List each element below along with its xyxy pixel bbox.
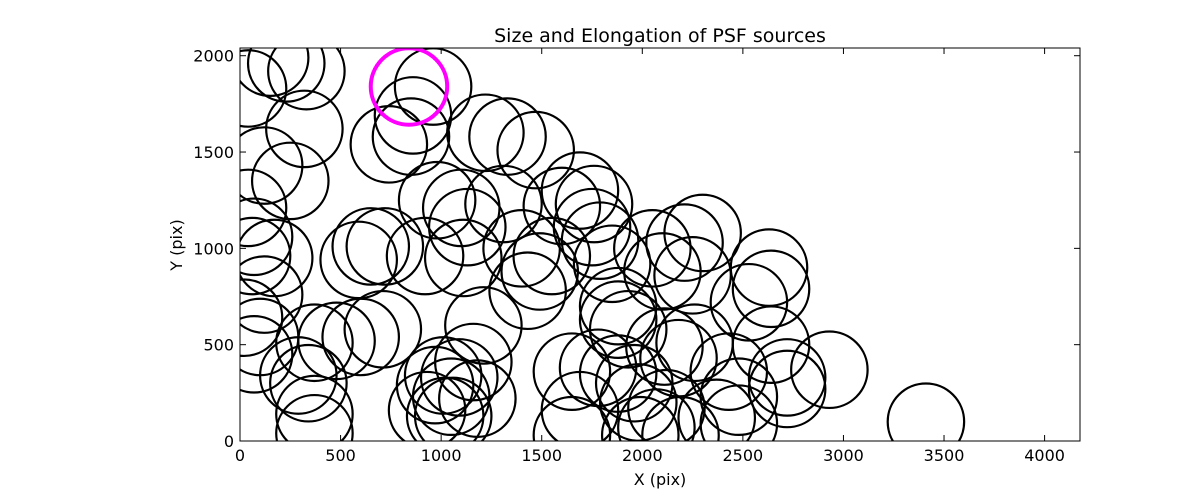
psf-circle xyxy=(572,224,652,304)
x-tick-label: 4000 xyxy=(1024,446,1065,465)
psf-circle xyxy=(482,209,561,288)
y-tick-label: 500 xyxy=(203,336,234,355)
psf-circle xyxy=(645,203,724,282)
y-tick-label: 0 xyxy=(224,432,234,451)
x-tick-label: 3000 xyxy=(823,446,864,465)
psf-circle xyxy=(275,393,354,441)
psf-circle xyxy=(240,218,314,298)
psf-circle xyxy=(240,315,294,394)
y-tick-label: 2000 xyxy=(193,47,234,66)
psf-circle xyxy=(747,349,827,429)
psf-circle xyxy=(709,262,789,342)
psf-circle xyxy=(240,168,288,248)
psf-circle xyxy=(240,197,294,277)
psf-circle xyxy=(747,338,827,417)
y-axis-label: Y (pix) xyxy=(167,219,186,271)
x-tick-label: 1000 xyxy=(421,446,462,465)
x-tick-label: 1500 xyxy=(521,446,562,465)
psf-circle xyxy=(345,207,425,286)
psf-circle xyxy=(790,330,869,410)
x-axis-label: X (pix) xyxy=(634,470,687,489)
psf-circle xyxy=(371,97,451,176)
psf-circle xyxy=(600,395,680,441)
psf-circle xyxy=(552,187,632,267)
psf-circle xyxy=(413,376,493,441)
psf-circle xyxy=(540,151,620,230)
psf-circle xyxy=(729,228,809,307)
psf-circle xyxy=(677,378,757,441)
psf-circle xyxy=(240,49,288,128)
psf-circle xyxy=(246,48,326,103)
psf-circle xyxy=(265,89,344,169)
x-tick-label: 500 xyxy=(325,446,356,465)
psf-circle xyxy=(496,110,576,190)
y-tick-label: 1000 xyxy=(193,239,234,258)
y-axis: 0 500 1000 1500 2000 xyxy=(193,47,1080,451)
psf-circle xyxy=(397,160,477,240)
psf-circle xyxy=(240,278,284,358)
x-tick-label: 2000 xyxy=(622,446,663,465)
psf-circle xyxy=(663,193,742,273)
psf-circle xyxy=(240,48,310,97)
x-tick-label: 0 xyxy=(235,446,245,465)
x-tick-label: 3500 xyxy=(924,446,965,465)
x-axis: 0 500 1000 1500 2000 2500 3000 3500 4000 xyxy=(235,48,1065,465)
psf-circle xyxy=(444,286,523,365)
psf-circle xyxy=(267,48,346,111)
psf-circle xyxy=(699,357,779,437)
psf-circle xyxy=(731,249,811,329)
psf-circle xyxy=(297,301,376,381)
psf-circle xyxy=(240,255,304,334)
psf-circle xyxy=(623,232,702,311)
psf-circle xyxy=(275,374,354,441)
highlighted-psf-circle xyxy=(368,48,450,127)
psf-circle xyxy=(403,336,483,415)
psf-circle xyxy=(464,164,543,244)
psf-circle xyxy=(343,289,423,369)
psf-circle xyxy=(578,280,658,359)
psf-circle xyxy=(269,343,348,423)
psf-circle xyxy=(240,216,292,296)
psf-circle xyxy=(627,368,706,441)
markers xyxy=(240,48,966,441)
psf-circle xyxy=(387,370,467,441)
psf-circle xyxy=(240,126,304,205)
psf-circle xyxy=(319,220,398,300)
psf-circle xyxy=(393,48,473,126)
psf-circle xyxy=(275,303,354,383)
psf-circle xyxy=(578,334,658,413)
psf-circle xyxy=(532,332,612,411)
psf-circle xyxy=(617,388,696,441)
psf-circle xyxy=(689,332,769,411)
psf-circle xyxy=(331,207,411,286)
psf-circle xyxy=(731,305,811,384)
x-tick-label: 2500 xyxy=(723,446,764,465)
psf-circle xyxy=(578,266,658,346)
psf-circle xyxy=(250,141,330,221)
psf-circle xyxy=(554,164,634,244)
psf-circle xyxy=(588,289,668,369)
psf-circle xyxy=(613,209,692,288)
y-tick-label: 1500 xyxy=(193,143,234,162)
chart-title: Size and Elongation of PSF sources xyxy=(494,25,826,47)
psf-circle xyxy=(886,382,966,441)
psf-circle xyxy=(423,218,503,298)
plot-frame xyxy=(239,47,1081,442)
